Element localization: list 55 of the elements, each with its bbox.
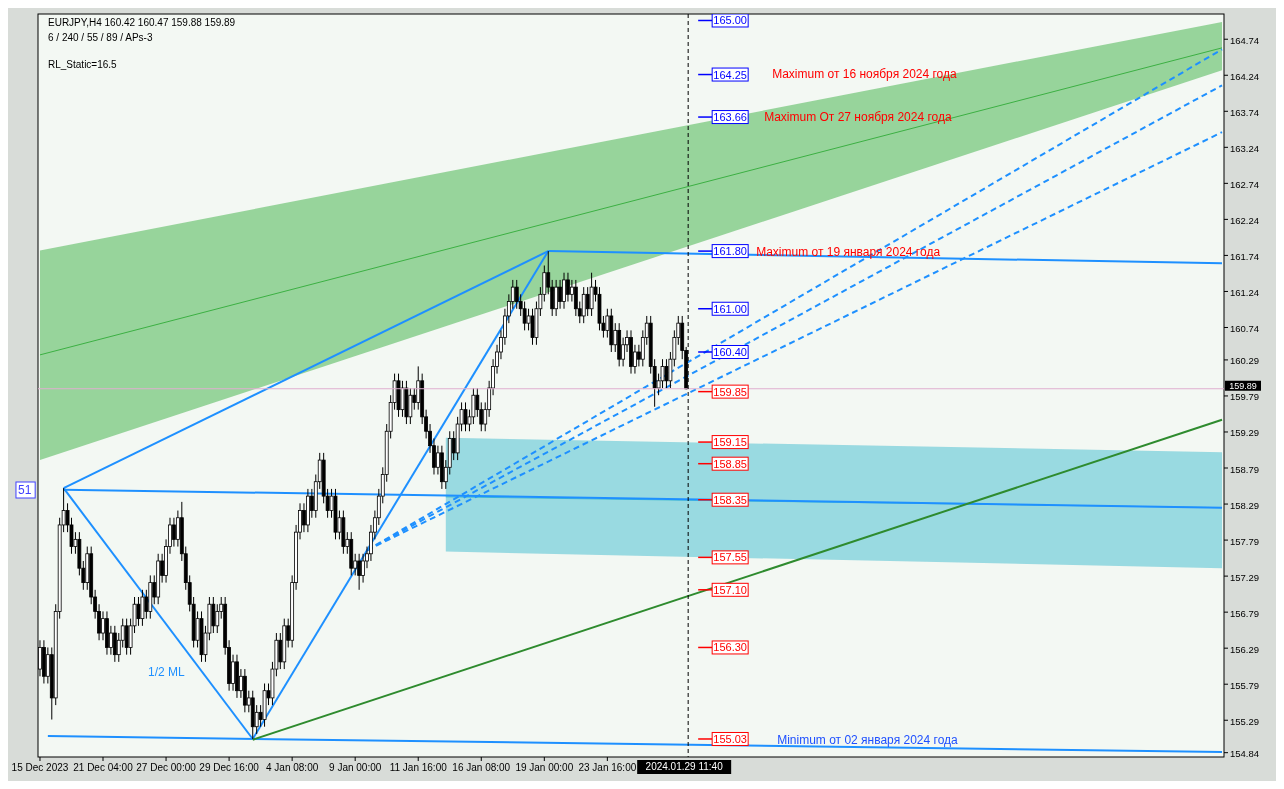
x-tick-label: 19 Jan 00:00 (515, 762, 574, 773)
x-tick-label: 4 Jan 08:00 (266, 762, 319, 773)
ref-line-label: 156.30 (713, 641, 747, 654)
y-tick-label: 164.24 (1230, 70, 1260, 82)
ref-line-label: 158.35 (713, 493, 747, 506)
x-tick-label: 15 Dec 2023 (11, 762, 69, 773)
text: 51 (17, 483, 32, 497)
ref-line-label: 159.89 (1229, 381, 1257, 392)
y-tick-label: 164.74 (1230, 34, 1260, 46)
ref-line-label: 165.00 (713, 14, 747, 27)
y-tick-label: 157.29 (1230, 571, 1260, 583)
text: 2024.01.29 11:40 (645, 761, 724, 772)
y-tick-label: 155.29 (1230, 715, 1260, 727)
y-tick-label: 154.84 (1230, 748, 1260, 760)
y-tick-label: 161.74 (1230, 250, 1260, 262)
y-tick-label: 162.24 (1230, 214, 1260, 226)
annotation: Maximum От 27 ноября 2024 года (764, 110, 952, 124)
y-tick-label: 156.79 (1230, 607, 1260, 619)
y-tick-label: 155.79 (1230, 679, 1260, 691)
ref-line-label: 163.66 (713, 111, 747, 124)
y-tick-label: 158.29 (1230, 499, 1260, 511)
y-tick-label: 158.79 (1230, 463, 1260, 475)
x-tick-label: 23 Jan 16:00 (578, 762, 637, 773)
x-tick-label: 27 Dec 00:00 (136, 762, 197, 773)
ref-line-label: 161.00 (713, 302, 747, 315)
y-tick-label: 161.24 (1230, 286, 1260, 298)
ref-line-label: 157.10 (713, 583, 747, 596)
x-tick-label: 21 Dec 04:00 (73, 762, 134, 773)
x-tick-label: 16 Jan 08:00 (452, 762, 511, 773)
y-tick-label: 156.29 (1230, 643, 1260, 655)
annotation: Maximum от 16 ноября 2024 года (772, 67, 958, 81)
y-tick-label: 163.24 (1230, 142, 1260, 154)
annotation: EURJPY,H4 160.42 160.47 159.88 159.89 (48, 17, 236, 28)
x-tick-label: 9 Jan 00:00 (329, 762, 382, 773)
y-tick-label: 159.29 (1230, 427, 1260, 439)
y-tick-label: 162.74 (1230, 178, 1260, 190)
y-tick-label: 160.29 (1230, 355, 1260, 367)
y-tick-label: 163.74 (1230, 106, 1260, 118)
annotation: 1/2 ML (147, 665, 185, 679)
ref-line-label: 157.55 (713, 551, 747, 564)
ref-line-label: 158.85 (713, 457, 747, 470)
x-tick-label: 29 Dec 16:00 (199, 762, 260, 773)
y-tick-label: 157.79 (1230, 535, 1260, 547)
ref-line-label: 155.03 (713, 732, 747, 745)
annotation: 6 / 240 / 55 / 89 / APs-3 (48, 32, 153, 43)
annotation: RL_Static=16.5 (48, 59, 118, 70)
y-tick-label: 160.74 (1230, 322, 1260, 334)
ref-line-label: 159.15 (713, 436, 747, 449)
x-tick-label: 11 Jan 16:00 (389, 762, 448, 773)
annotation: Minimum от 02 января 2024 года (777, 733, 959, 747)
y-tick-label: 159.79 (1230, 391, 1260, 403)
ref-line-label: 160.40 (713, 345, 747, 358)
ref-line-label: 159.85 (713, 385, 747, 398)
ref-line-label: 164.25 (713, 68, 747, 81)
ref-line-label: 161.80 (713, 245, 747, 258)
